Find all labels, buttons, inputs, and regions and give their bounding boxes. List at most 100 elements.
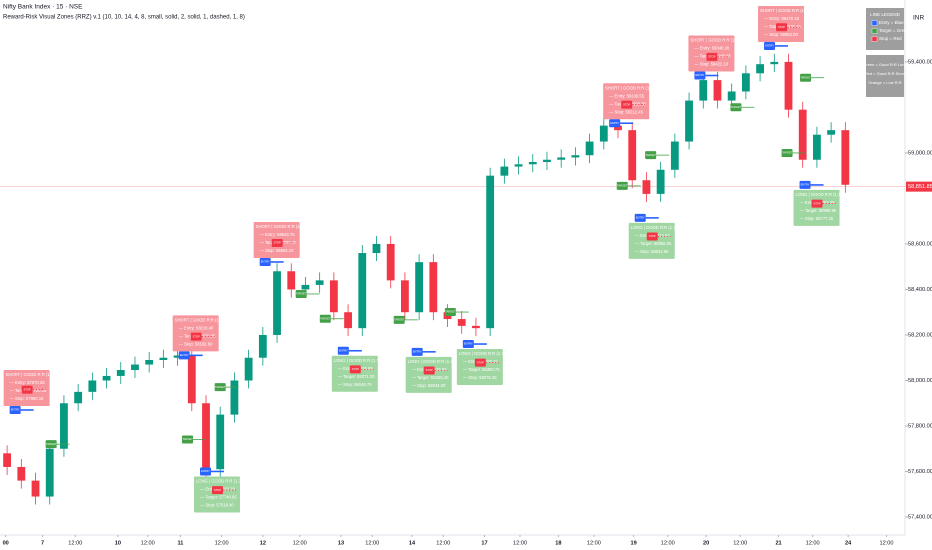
candle-body: [514, 164, 523, 167]
last-price-box: [906, 181, 932, 192]
legend-item: Target = Green: [879, 28, 910, 33]
entry-marker-label: ENTRY: [636, 216, 645, 220]
zone-text: — Stop: 58078.25: [463, 375, 497, 380]
zone-box: [628, 222, 675, 259]
entry-marker: [178, 351, 190, 360]
stop-marker-label: STOP: [193, 334, 200, 338]
zone-text: — Stop: 59422.10: [694, 62, 728, 67]
stop-marker: [190, 332, 202, 341]
chart-title: Nifty Bank Index · 15 · NSE: [3, 4, 83, 11]
zone-text: — Entry: 59470.10: [764, 16, 800, 21]
candle-body: [599, 125, 608, 142]
x-tick-label: 12:00: [141, 540, 155, 546]
candle-body: [131, 364, 139, 371]
stop-marker: [776, 23, 788, 32]
target-marker: [393, 315, 405, 324]
legend-title: LINE LEGEND: [870, 12, 901, 17]
target-marker: [781, 148, 793, 157]
zone-text: — Entry: 58110.40: [179, 325, 214, 330]
zone-text: SHORT | GOOD R:R (1.7): [256, 224, 305, 229]
zone-text: LONG | GOOD R:R (1.7): [334, 358, 381, 363]
candle-body: [145, 360, 154, 365]
candle-body: [827, 130, 836, 135]
target-marker-label: TARGET: [296, 292, 307, 296]
candle-body: [329, 280, 338, 313]
stop-marker: [706, 52, 718, 61]
candle-body: [756, 64, 764, 74]
last-price-label: 58,851.85: [908, 184, 932, 190]
zone-text: — Stop: 58632.60: [635, 249, 669, 254]
candle-body: [273, 271, 281, 335]
target-marker-label: TARGET: [182, 437, 193, 441]
candle-body: [741, 73, 750, 92]
candle-body: [415, 262, 424, 313]
candle-body: [571, 155, 580, 158]
candle-body: [173, 355, 182, 358]
y-tick-label: 58,000.00: [908, 378, 932, 384]
entry-marker-label: ENTRY: [413, 350, 422, 354]
zone-text: — Target: 58855.05: [635, 241, 672, 246]
candle-body: [202, 403, 210, 470]
entry-marker-label: ENTRY: [610, 121, 619, 125]
target-marker: [800, 73, 812, 82]
stop-marker: [811, 199, 823, 208]
stop-marker: [423, 366, 435, 375]
candle-body: [642, 180, 651, 194]
target-marker-label: TARGET: [445, 310, 456, 314]
candle-body: [813, 134, 821, 160]
candle-body: [500, 166, 509, 176]
x-tick-label: 21: [775, 540, 781, 546]
stop-marker-label: STOP: [814, 201, 821, 205]
candle-body: [841, 130, 850, 185]
y-tick-label: 58,600.00: [908, 241, 932, 247]
zone-text: — Entry: 58520.75: [260, 232, 296, 237]
target-marker: [214, 383, 226, 392]
x-tick-label: 18: [555, 540, 561, 546]
legend-swatch: [871, 36, 878, 42]
target-marker: [616, 181, 628, 190]
candle-body: [358, 253, 367, 329]
target-marker: [444, 308, 456, 317]
stop-marker: [474, 358, 486, 367]
zone-text: SHORT | GOOD R:R (1.7): [605, 85, 654, 90]
zone-text: SHORT | GOOD R:R (1.7): [760, 8, 809, 13]
x-tick-label: 12:00: [587, 540, 601, 546]
stop-marker: [212, 486, 224, 495]
zone-text: — Stop: 58048.75: [338, 382, 372, 387]
stop-marker: [21, 385, 33, 394]
target-marker-label: TARGET: [731, 105, 742, 109]
zone-text: — Target: 58300.70: [463, 367, 500, 372]
zone-text: — Target: 57740.85: [200, 495, 237, 500]
y-tick-label: 57,800.00: [908, 423, 932, 429]
plot-area: SHORT | GOOD R:R (1.7) — Entry: 57870.35 —…: [0, 5, 905, 513]
stop-marker-label: STOP: [214, 488, 221, 492]
candle-body: [457, 319, 466, 326]
entry-marker-label: ENTRY: [696, 73, 705, 77]
zone-text: LONG | GOOD R:R (1.7): [631, 225, 678, 230]
x-tick-label: 12:00: [880, 540, 894, 546]
stop-marker-label: STOP: [623, 102, 630, 106]
stop-marker-label: STOP: [352, 367, 359, 371]
candle-body: [244, 357, 253, 381]
candle-body: [386, 243, 395, 281]
candle-body: [301, 284, 310, 290]
candle-body: [187, 355, 196, 404]
zone-text: LONG | GOOD R:R (1.7): [196, 479, 243, 484]
legend-note: Red = Good R:R Short: [865, 71, 906, 76]
entry-marker: [764, 41, 776, 50]
stop-marker-label: STOP: [477, 360, 484, 364]
x-tick-label: 00: [3, 540, 9, 546]
zone-box: [405, 356, 452, 393]
candle-body: [315, 280, 324, 285]
zone-text: — Stop: 58604.10: [260, 248, 294, 253]
zone-box: [331, 355, 378, 392]
entry-marker-label: ENTRY: [339, 348, 348, 352]
stop-marker-label: STOP: [24, 387, 31, 391]
zone-text: — Stop: 58044.00: [412, 383, 446, 388]
zone-text: — Entry: 59340.20: [694, 46, 730, 51]
candle-body: [400, 280, 409, 313]
zone-text: LONG | GOOD R:R (1.7): [408, 359, 455, 364]
candle-body: [528, 162, 537, 165]
